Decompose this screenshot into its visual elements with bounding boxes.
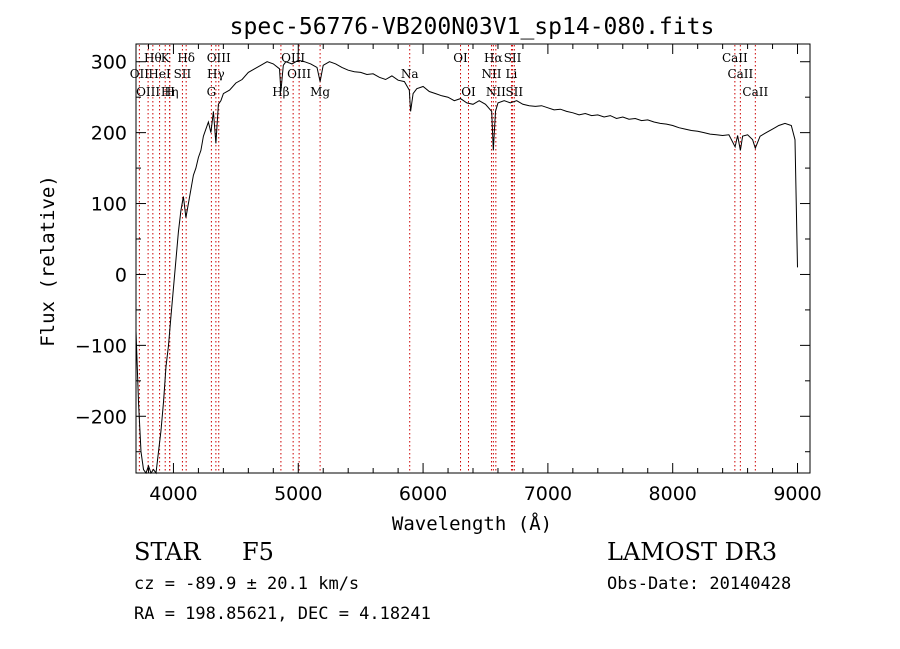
spectral-line-label: OIII xyxy=(136,85,160,99)
spectral-line-label: SII xyxy=(505,85,523,99)
spectral-line-label: NII xyxy=(481,67,501,81)
spectral-line-label: SII xyxy=(504,51,522,65)
spectral-line-label: H xyxy=(164,85,174,99)
observation-date: Obs-Date: 20140428 xyxy=(607,574,792,594)
spectral-line-labels: OIIOIIIHθHeIKHηHSIIHδGHγOIIIHβOIIIOIIIMg… xyxy=(130,51,769,99)
spectral-line-label: Hβ xyxy=(272,85,289,99)
spectral-line-label: CaII xyxy=(742,85,768,99)
object-subclass: F5 xyxy=(242,538,274,566)
y-tick-label: 300 xyxy=(91,52,127,74)
x-tick-label: 4000 xyxy=(149,483,197,505)
spectral-line-label: OII xyxy=(130,67,150,81)
spectral-line-label: HeI xyxy=(148,67,171,81)
spectral-line-label: CaII xyxy=(722,51,748,65)
spectral-line-label: OIII xyxy=(287,67,311,81)
plot-frame xyxy=(135,43,811,474)
spectral-line-label: Hα xyxy=(484,51,503,65)
spectrum-series-line xyxy=(135,59,798,475)
redshift-cz: cz = -89.9 ± 20.1 km/s xyxy=(134,574,360,594)
y-axis-label: Flux (relative) xyxy=(37,175,59,347)
x-tick-label: 5000 xyxy=(274,483,322,505)
survey-name: LAMOST DR3 xyxy=(607,538,778,566)
spectral-line-label: CaII xyxy=(727,67,753,81)
spectral-line-label: K xyxy=(161,51,171,65)
spectral-line-label: OI xyxy=(461,85,476,99)
spectral-line-label: Hδ xyxy=(177,51,195,65)
spectral-line-label: Hη xyxy=(161,85,179,99)
y-tick-label: 200 xyxy=(91,123,127,145)
spectral-line-label: OI xyxy=(453,51,468,65)
x-axis-label: Wavelength (Å) xyxy=(392,512,552,535)
spectral-line-label: NII xyxy=(486,85,506,99)
spectral-line-label: G xyxy=(207,85,217,99)
x-axis-ticks: 4000 5000 6000 7000 8000 9000 xyxy=(147,44,822,505)
spectral-line-label: Mg xyxy=(310,85,330,99)
y-tick-label: −100 xyxy=(75,335,127,357)
spectral-line-label: OIII xyxy=(281,51,305,65)
x-tick-label: 7000 xyxy=(524,483,572,505)
y-axis-ticks: −200 −100 0 100 200 300 xyxy=(75,52,810,453)
spectral-line-label: SII xyxy=(174,67,192,81)
x-tick-label: 8000 xyxy=(649,483,697,505)
y-tick-label: 0 xyxy=(115,264,127,286)
object-class: STAR xyxy=(134,538,201,566)
y-tick-label: −200 xyxy=(75,406,127,428)
spectral-line-markers xyxy=(138,45,756,472)
spectral-line-label: OIII xyxy=(207,51,231,65)
chart-title: spec-56776-VB200N03V1_sp14-080.fits xyxy=(230,14,715,40)
spectral-line-label: Li xyxy=(506,67,518,81)
x-tick-label: 9000 xyxy=(773,483,821,505)
spectral-line-label: Na xyxy=(401,67,419,81)
spectral-line-label: Hγ xyxy=(207,67,225,81)
coordinates: RA = 198.85621, DEC = 4.18241 xyxy=(134,604,431,624)
y-tick-label: 100 xyxy=(91,194,127,216)
spectral-line-label: Hθ xyxy=(144,51,162,65)
x-tick-label: 6000 xyxy=(399,483,447,505)
